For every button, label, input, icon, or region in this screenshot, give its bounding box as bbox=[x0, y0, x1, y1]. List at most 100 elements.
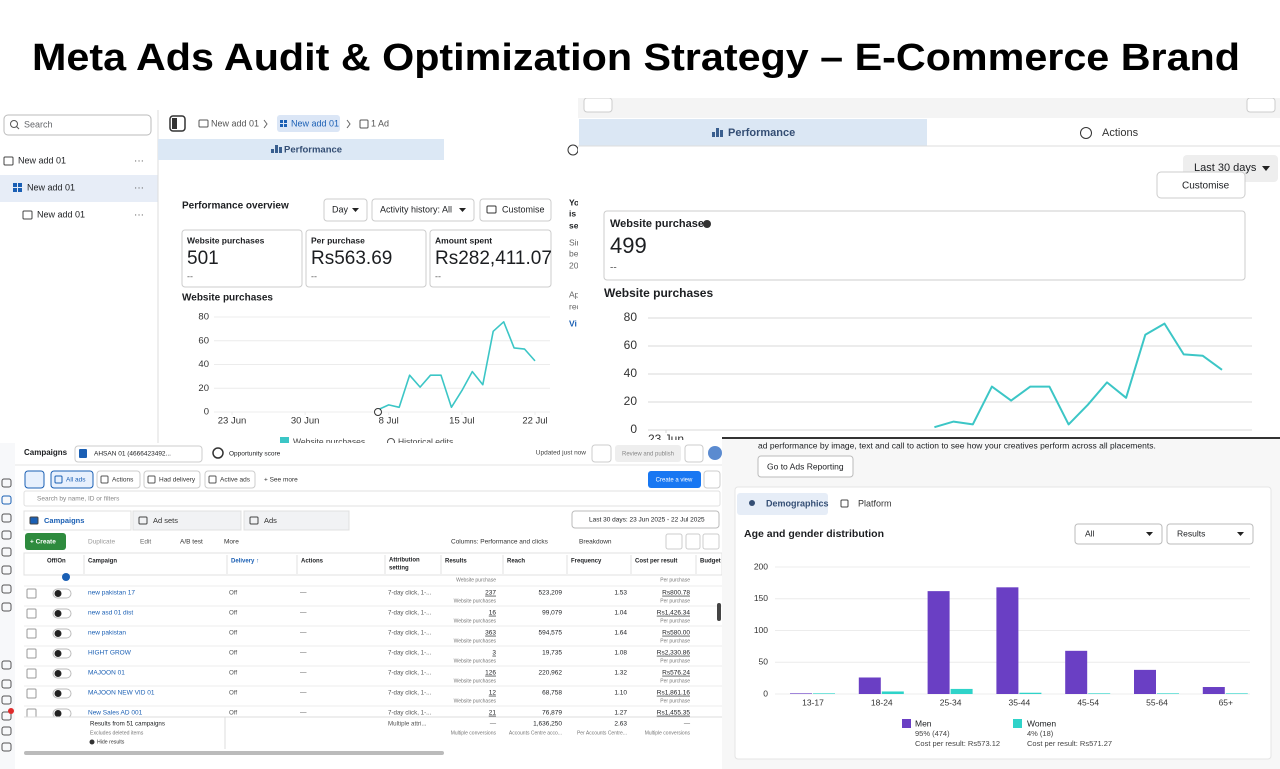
row-checkbox bbox=[26, 668, 37, 679]
table-cell: Per purchase bbox=[660, 618, 690, 624]
chart-title: Website purchases bbox=[604, 286, 713, 300]
filter-chip-label: Had delivery bbox=[159, 477, 196, 484]
toggle-knob bbox=[62, 573, 70, 581]
legend-detail: 95% (474) bbox=[915, 729, 950, 738]
x-tick-label: 8 Jul bbox=[379, 416, 399, 427]
column-header: Actions bbox=[301, 559, 324, 565]
table-cell: Rs580.00 bbox=[662, 630, 690, 637]
table-cell: — bbox=[300, 630, 307, 637]
toolbar-icon bbox=[702, 533, 720, 550]
tree-item: New add 01 bbox=[18, 155, 66, 165]
breadcrumb: New add 01 bbox=[211, 118, 259, 128]
x-tick-label: 23 Jun bbox=[218, 416, 247, 427]
legend-icon bbox=[387, 438, 395, 443]
tab-active bbox=[158, 139, 444, 160]
toolbar-label: Columns: Performance and clicks bbox=[451, 539, 549, 546]
table-cell: Off bbox=[229, 610, 237, 617]
folder-icon bbox=[198, 119, 209, 128]
toolbar-icon bbox=[665, 533, 683, 550]
page-heading: Campaigns bbox=[24, 448, 68, 457]
tab-active bbox=[737, 493, 828, 515]
crumb-highlight bbox=[277, 115, 340, 132]
metric-value: 501 bbox=[187, 248, 219, 269]
table-cell: Website purchases bbox=[454, 618, 497, 624]
table-cell: — bbox=[300, 610, 307, 617]
metric-value: Rs282,411.07 bbox=[435, 248, 552, 269]
more-button bbox=[684, 444, 704, 463]
panel: ad performance by image, text and call t… bbox=[722, 437, 1280, 769]
metric-value: Rs563.69 bbox=[311, 248, 392, 269]
footer-text: 1,636,250 bbox=[533, 721, 562, 728]
column-header: Delivery ↑ bbox=[231, 559, 259, 565]
chart-icon bbox=[716, 128, 719, 137]
metric-sub: -- bbox=[610, 263, 617, 274]
publish-label: Review and publish bbox=[622, 452, 674, 458]
table-cell: 1.53 bbox=[614, 590, 627, 597]
bar bbox=[1134, 669, 1156, 694]
y-tick-label: 100 bbox=[754, 625, 768, 635]
level-tab-label: Ads bbox=[264, 516, 277, 525]
breadcrumb: 1 Ad bbox=[371, 118, 389, 128]
tree-item: New add 01 bbox=[27, 182, 75, 192]
x-tick-label: 65+ bbox=[1219, 697, 1233, 707]
x-tick-label: 45-54 bbox=[1077, 697, 1099, 707]
table-cell: 1.10 bbox=[614, 690, 627, 697]
customise-label: Customise bbox=[1182, 181, 1230, 192]
create-button bbox=[25, 533, 66, 550]
dropdown-label: Results bbox=[1177, 528, 1205, 538]
bar bbox=[1019, 692, 1042, 694]
table-cell: 220,962 bbox=[539, 670, 563, 677]
toolbar-label: More bbox=[224, 539, 239, 546]
metric-card bbox=[181, 229, 303, 288]
status: Updated just now bbox=[536, 450, 587, 457]
table-cell: Rs1,861.16 bbox=[657, 690, 691, 697]
row-checkbox bbox=[26, 588, 37, 599]
table-footer bbox=[24, 717, 722, 749]
bar bbox=[950, 688, 973, 694]
platform-icon bbox=[840, 499, 849, 508]
metric-label: Website purchases bbox=[187, 235, 265, 245]
control-label: Customise bbox=[502, 204, 545, 214]
control-label: Day bbox=[332, 204, 349, 214]
table-cell: Rs800.78 bbox=[662, 590, 690, 597]
y-tick-label: 0 bbox=[204, 407, 209, 418]
x-tick-label: 13-17 bbox=[802, 697, 824, 707]
toggle-knob bbox=[54, 710, 62, 717]
more-icon: ··· bbox=[134, 183, 144, 194]
nav-icon bbox=[1, 547, 12, 557]
grid-icon bbox=[13, 188, 17, 192]
grid-icon bbox=[284, 124, 287, 127]
toggle-knob bbox=[54, 650, 62, 657]
legend-label: Men bbox=[915, 718, 932, 728]
table-cell: 7-day click, 1-... bbox=[388, 710, 432, 717]
sidebar-toggle bbox=[172, 118, 177, 129]
table-cell: Off bbox=[229, 630, 237, 637]
tab-icon bbox=[1080, 127, 1092, 139]
chip-icon bbox=[100, 475, 109, 484]
account-name: AHSAN 01 (4666423492... bbox=[94, 451, 171, 458]
table-cell: Per purchase bbox=[660, 678, 690, 684]
control-button bbox=[479, 198, 552, 222]
table-cell: HIGHT GROW bbox=[88, 650, 132, 657]
y-tick-label: 20 bbox=[198, 383, 209, 394]
footer-text: Accounts Centre acco... bbox=[509, 730, 562, 736]
table-cell: 1.27 bbox=[614, 710, 627, 717]
h-scrollbar bbox=[24, 751, 444, 755]
chart-icon bbox=[712, 132, 715, 137]
side-text: is bbox=[569, 208, 576, 218]
x-tick-label: 18-24 bbox=[871, 697, 893, 707]
x-tick-label: 25-34 bbox=[940, 697, 962, 707]
y-tick-label: 40 bbox=[198, 359, 209, 370]
bar bbox=[1088, 693, 1111, 694]
opportunity-score: Opportunity score bbox=[229, 451, 281, 458]
chart-title: Age and gender distribution bbox=[744, 528, 884, 540]
table-cell: — bbox=[300, 650, 307, 657]
column-header: Results bbox=[445, 559, 467, 565]
table-cell: 16 bbox=[489, 610, 497, 617]
footer-text: Hide results bbox=[97, 739, 125, 745]
tab: Performance bbox=[728, 127, 795, 139]
column-header: Reach bbox=[507, 559, 525, 565]
chevron bbox=[263, 119, 351, 129]
nav-icon bbox=[1, 711, 12, 721]
